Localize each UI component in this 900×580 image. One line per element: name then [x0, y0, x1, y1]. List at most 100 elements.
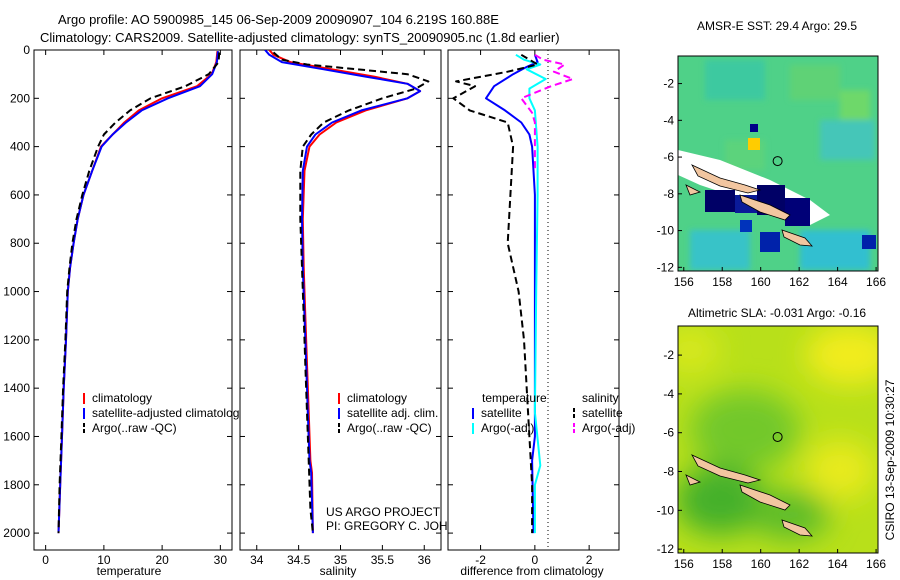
map-ytick-label: -10 [657, 503, 675, 517]
temperature-xlabel: temperature [97, 564, 162, 578]
temperature-lines [57, 51, 221, 534]
map-ytick-label: -4 [663, 113, 674, 127]
difference-lines [452, 53, 574, 534]
depth-tick-label: 1600 [3, 429, 30, 443]
map-ytick-label: -12 [657, 260, 675, 274]
map-xtick-label: 158 [712, 557, 732, 571]
difference-xtick-label: 2 [586, 553, 593, 567]
difference-series-temperature-argo-adj- [452, 53, 539, 534]
difference-ticks: -2 0 2 [448, 49, 619, 567]
temperature-axes-box [33, 49, 233, 551]
map-xtick-label: 164 [828, 275, 848, 289]
map-xtick-label: 160 [751, 557, 771, 571]
map-ytick-label: -12 [657, 542, 675, 556]
salinity-ticks: 34 34.5 35 35.5 36 [240, 49, 441, 567]
map-ytick-label: -8 [663, 465, 674, 479]
salinity-axes-box [239, 49, 442, 551]
temperature-panel: 0 10 20 30 0 200 400 600 800 1000 1200 1400 1600 1800… [3, 43, 245, 578]
legend-label: satellite adj. clim. [347, 406, 438, 420]
temperature-xtick-label: 20 [155, 553, 169, 567]
map-xtick-label: 166 [866, 557, 886, 571]
csiro-timestamp: CSIRO 13-Sep-2009 10:30:27 [883, 379, 897, 540]
sst-map-frame [677, 55, 879, 272]
depth-tick-label: 200 [10, 91, 30, 105]
legend-label: Argo(-adj) [481, 421, 534, 435]
salinity-lines [264, 50, 430, 534]
map-ytick-label: -2 [663, 348, 674, 362]
map-xtick-label: 164 [828, 557, 848, 571]
sst-map-field [678, 56, 878, 271]
legend-label: Argo(..raw -QC) [92, 421, 177, 435]
map-xtick-label: 162 [789, 557, 809, 571]
legend-label: climatology [347, 391, 407, 405]
depth-tick-label: 0 [23, 43, 30, 57]
difference-xlabel: difference from climatology [460, 564, 603, 578]
map-xtick-label: 160 [751, 275, 771, 289]
map-xtick-label: 156 [674, 275, 694, 289]
temperature-ticks: 0 10 20 30 0 200 400 600 800 1000 1200 1400 1600 1800… [3, 43, 232, 567]
sst-map-ticks: 156 158 160 162 164 166 -2 -4 -6 -8 -10 -12 [657, 77, 887, 289]
map-ytick-label: -8 [663, 187, 674, 201]
salinity-xtick-label: 34 [250, 553, 264, 567]
sst-argo-location-marker [772, 156, 783, 167]
difference-xtick-label: 0 [532, 553, 539, 567]
depth-tick-label: 1400 [3, 381, 30, 395]
salinity-xtick-label: 36 [418, 553, 432, 567]
sla-map-frame [677, 325, 879, 554]
pi-credit: PI: GREGORY C. JOHNSON [326, 519, 482, 533]
project-credit: US ARGO PROJECT [326, 505, 441, 519]
temperature-series-argo-raw-qc- [57, 52, 221, 534]
depth-tick-label: 600 [10, 188, 30, 202]
map-ytick-label: -2 [663, 77, 674, 91]
difference-series-salinity-satellite [515, 53, 547, 534]
difference-legend: temperature salinitysatelliteArgo(-adj)sa… [472, 391, 635, 435]
map-xtick-label: 156 [674, 557, 694, 571]
legend-header: temperature [482, 391, 547, 405]
temperature-xtick-label: 30 [214, 553, 228, 567]
depth-tick-label: 1200 [3, 333, 30, 347]
legend-label: satellite [582, 406, 623, 420]
header-line-2: Climatology: CARS2009. Satellite-adjuste… [40, 30, 560, 45]
map-ytick-label: -10 [657, 224, 675, 238]
map-ytick-label: -6 [663, 426, 674, 440]
salinity-panel: 34 34.5 35 35.5 36 salinity climatologysatel… [239, 49, 482, 578]
legend-label: Argo(..raw -QC) [347, 421, 432, 435]
difference-xtick-label: -2 [475, 553, 486, 567]
legend-label: Argo(-adj) [582, 421, 635, 435]
salinity-xlabel: salinity [320, 564, 357, 578]
sst-map-panel: AMSR-E SST: 29.4 Argo: 29.5 [657, 19, 887, 289]
legend-label: climatology [92, 391, 152, 405]
difference-series-salinity-argo-adj- [520, 53, 574, 171]
difference-panel: -2 0 2 difference from climatology tempera… [447, 49, 635, 578]
map-ytick-label: -6 [663, 150, 674, 164]
salinity-xtick-label: 34.5 [287, 553, 311, 567]
salinity-xtick-label: 35 [334, 553, 348, 567]
depth-tick-label: 800 [10, 236, 30, 250]
sla-map-title: Altimetric SLA: -0.031 Argo: -0.16 [688, 306, 866, 320]
map-xtick-label: 162 [789, 275, 809, 289]
map-xtick-label: 158 [712, 275, 732, 289]
depth-tick-label: 1000 [3, 285, 30, 299]
map-ytick-label: -4 [663, 387, 674, 401]
difference-axes-box [447, 49, 620, 551]
header-line-1: Argo profile: AO 5900985_145 06-Sep-2009… [58, 12, 499, 27]
legend-header: salinity [582, 391, 619, 405]
legend-label: satellite [481, 406, 522, 420]
salinity-xtick-label: 35.5 [371, 553, 395, 567]
sla-map-field [678, 326, 878, 553]
depth-tick-label: 1800 [3, 478, 30, 492]
legend-label: satellite-adjusted climatology [92, 406, 245, 420]
sla-argo-location-marker [772, 431, 783, 442]
temperature-xtick-label: 0 [42, 553, 49, 567]
depth-tick-label: 2000 [3, 526, 30, 540]
sla-map-ticks: 156 158 160 162 164 166 -2 -4 -6 -8 -10 -12 [657, 348, 887, 571]
map-xtick-label: 166 [866, 275, 886, 289]
sst-map-title: AMSR-E SST: 29.4 Argo: 29.5 [697, 19, 857, 33]
sla-map-panel: Altimetric SLA: -0.031 Argo: -0.16 156 15… [657, 306, 887, 571]
salinity-series-argo-raw-qc- [272, 51, 430, 534]
depth-tick-label: 400 [10, 140, 30, 154]
temperature-xtick-label: 10 [97, 553, 111, 567]
